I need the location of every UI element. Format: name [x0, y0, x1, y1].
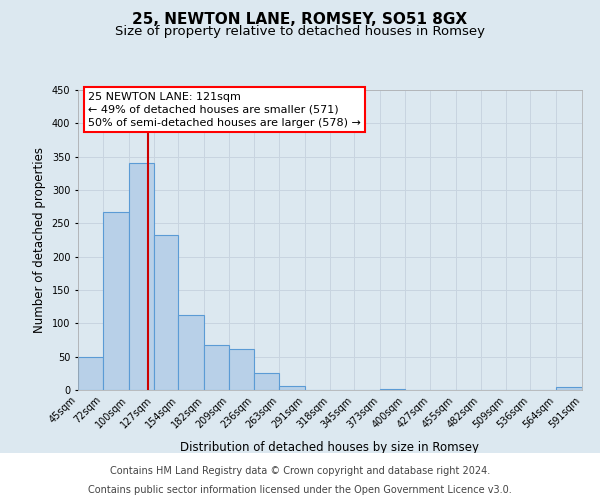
Bar	[128, 164, 154, 390]
Text: Size of property relative to detached houses in Romsey: Size of property relative to detached ho…	[115, 25, 485, 38]
Bar	[229, 350, 254, 390]
Text: 25, NEWTON LANE, ROMSEY, SO51 8GX: 25, NEWTON LANE, ROMSEY, SO51 8GX	[133, 12, 467, 28]
X-axis label: Distribution of detached houses by size in Romsey: Distribution of detached houses by size …	[181, 441, 479, 454]
Bar	[204, 344, 229, 390]
Text: Contains public sector information licensed under the Open Government Licence v3: Contains public sector information licen…	[88, 485, 512, 495]
Bar	[78, 356, 103, 390]
Text: Contains HM Land Registry data © Crown copyright and database right 2024.: Contains HM Land Registry data © Crown c…	[110, 466, 490, 476]
Text: 25 NEWTON LANE: 121sqm
← 49% of detached houses are smaller (571)
50% of semi-de: 25 NEWTON LANE: 121sqm ← 49% of detached…	[88, 92, 361, 128]
Bar	[254, 374, 279, 390]
Bar	[556, 386, 582, 390]
Bar	[279, 386, 305, 390]
Bar	[103, 212, 128, 390]
Bar	[154, 236, 178, 390]
Bar	[380, 388, 405, 390]
Y-axis label: Number of detached properties: Number of detached properties	[33, 147, 46, 333]
Bar	[178, 314, 204, 390]
